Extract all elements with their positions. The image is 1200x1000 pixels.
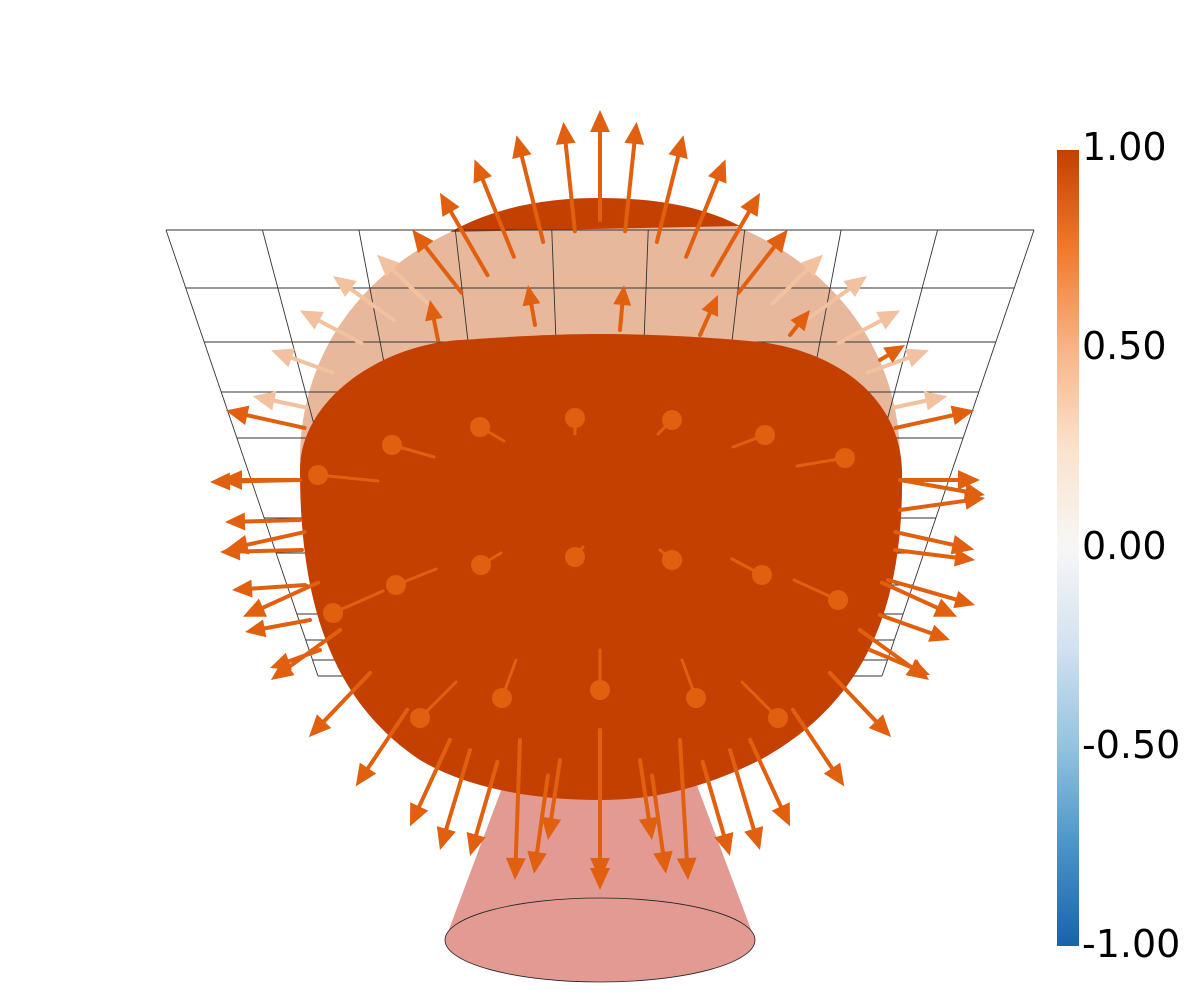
vector-arrow xyxy=(210,472,302,491)
vector-arrows-back xyxy=(252,110,948,411)
vector-arrow xyxy=(827,670,892,738)
vector-arrow xyxy=(638,758,659,840)
vector-arrow-foreshortened xyxy=(382,435,436,459)
vector-arrow xyxy=(790,707,845,787)
vector-arrow xyxy=(333,276,396,323)
vector-arrow xyxy=(623,121,645,234)
vector-arrow xyxy=(710,192,760,278)
vector-arrow xyxy=(676,738,697,880)
vector-arrow xyxy=(308,670,373,738)
vector-arrow xyxy=(684,159,727,259)
vector-arrow-foreshortened xyxy=(410,680,458,728)
vector-arrow xyxy=(512,135,546,244)
vector-arrow xyxy=(893,548,975,567)
vector-arrow xyxy=(893,405,975,430)
vector-arrow-foreshortened xyxy=(470,417,506,443)
vector-arrow xyxy=(232,579,307,598)
grid-line xyxy=(165,229,319,677)
vector-arrow xyxy=(700,759,734,856)
vector-arrow xyxy=(425,300,443,342)
colorbar xyxy=(1057,150,1079,946)
vector-arrow-foreshortened xyxy=(740,680,788,728)
vector-arrow-foreshortened xyxy=(386,567,438,595)
vector-arrow xyxy=(698,295,718,337)
vector-arrow-foreshortened xyxy=(565,545,585,567)
vector-arrow xyxy=(242,580,321,617)
vector-arrow-foreshortened xyxy=(565,408,585,436)
vector-arrow xyxy=(891,391,948,411)
vector-arrow xyxy=(473,159,516,259)
colorbar-scale xyxy=(1057,150,1079,946)
vector-arrow xyxy=(527,773,550,874)
vector-arrow xyxy=(355,707,410,787)
colorbar-label-neg-half: -0.50 xyxy=(1082,723,1181,767)
vector-arrow xyxy=(879,580,958,617)
vector-arrow xyxy=(410,737,452,827)
vector-arrow xyxy=(541,758,562,840)
vector-arrow xyxy=(245,618,312,638)
vector-arrow xyxy=(252,391,309,411)
vector-arrow-foreshortened xyxy=(792,578,848,610)
colorbar-label-min: -1.00 xyxy=(1082,922,1181,966)
colorbar-label-zero: 0.00 xyxy=(1082,524,1167,568)
vector-arrow-foreshortened xyxy=(492,658,518,708)
vector-arrow-foreshortened xyxy=(308,465,380,485)
vector-arrow xyxy=(505,738,526,880)
vector-arrow xyxy=(225,405,307,430)
vector-arrow xyxy=(270,648,322,670)
vector-arrow xyxy=(748,737,790,827)
vector-arrow xyxy=(868,648,930,676)
vector-arrow-foreshortened xyxy=(656,410,682,436)
vector-arrow xyxy=(865,348,929,375)
main-body xyxy=(300,334,903,800)
vector-arrow xyxy=(878,613,950,642)
vector-arrow xyxy=(522,285,541,327)
vector-arrow xyxy=(728,748,764,850)
vector-arrow xyxy=(650,773,673,874)
vector-arrow-foreshortened xyxy=(658,548,682,570)
vector-arrow xyxy=(436,748,472,850)
colorbar-label-max: 1.00 xyxy=(1082,125,1167,169)
vector-arrow-foreshortened xyxy=(323,589,385,623)
vector-arrow xyxy=(440,192,490,278)
vector-arrow xyxy=(804,276,867,323)
vector-arrow xyxy=(299,310,364,346)
vector-arrow xyxy=(613,285,632,332)
grid-line xyxy=(881,229,1035,677)
vector-arrow xyxy=(886,578,975,609)
vector-arrow xyxy=(466,759,500,856)
vector-arrow-foreshortened xyxy=(471,551,503,575)
vector-arrow xyxy=(590,110,610,222)
vector-arrow xyxy=(225,512,302,531)
vector-arrow xyxy=(836,310,901,346)
vector-arrow xyxy=(555,121,577,234)
vector-arrow xyxy=(220,542,304,561)
vector-arrow xyxy=(898,491,985,512)
vector-arrow xyxy=(736,229,788,295)
vector-arrow xyxy=(654,135,688,244)
vector-arrow xyxy=(271,348,335,375)
vector-arrow xyxy=(412,229,464,295)
vector-arrow-foreshortened xyxy=(731,425,775,449)
vector-arrows xyxy=(210,405,985,890)
vector-arrow-foreshortened xyxy=(730,557,772,585)
vector-arrow xyxy=(770,254,823,306)
vector-arrow-foreshortened xyxy=(680,658,706,708)
vector-arrow xyxy=(377,254,430,306)
colorbar-label-half: 0.50 xyxy=(1082,324,1167,368)
vector-arrow-foreshortened xyxy=(795,448,855,468)
vector-arrow xyxy=(788,310,810,337)
vector-arrow xyxy=(270,628,343,680)
vector-arrow xyxy=(878,345,905,364)
vector-arrow-foreshortened xyxy=(590,648,610,700)
vector-arrow xyxy=(590,728,610,890)
